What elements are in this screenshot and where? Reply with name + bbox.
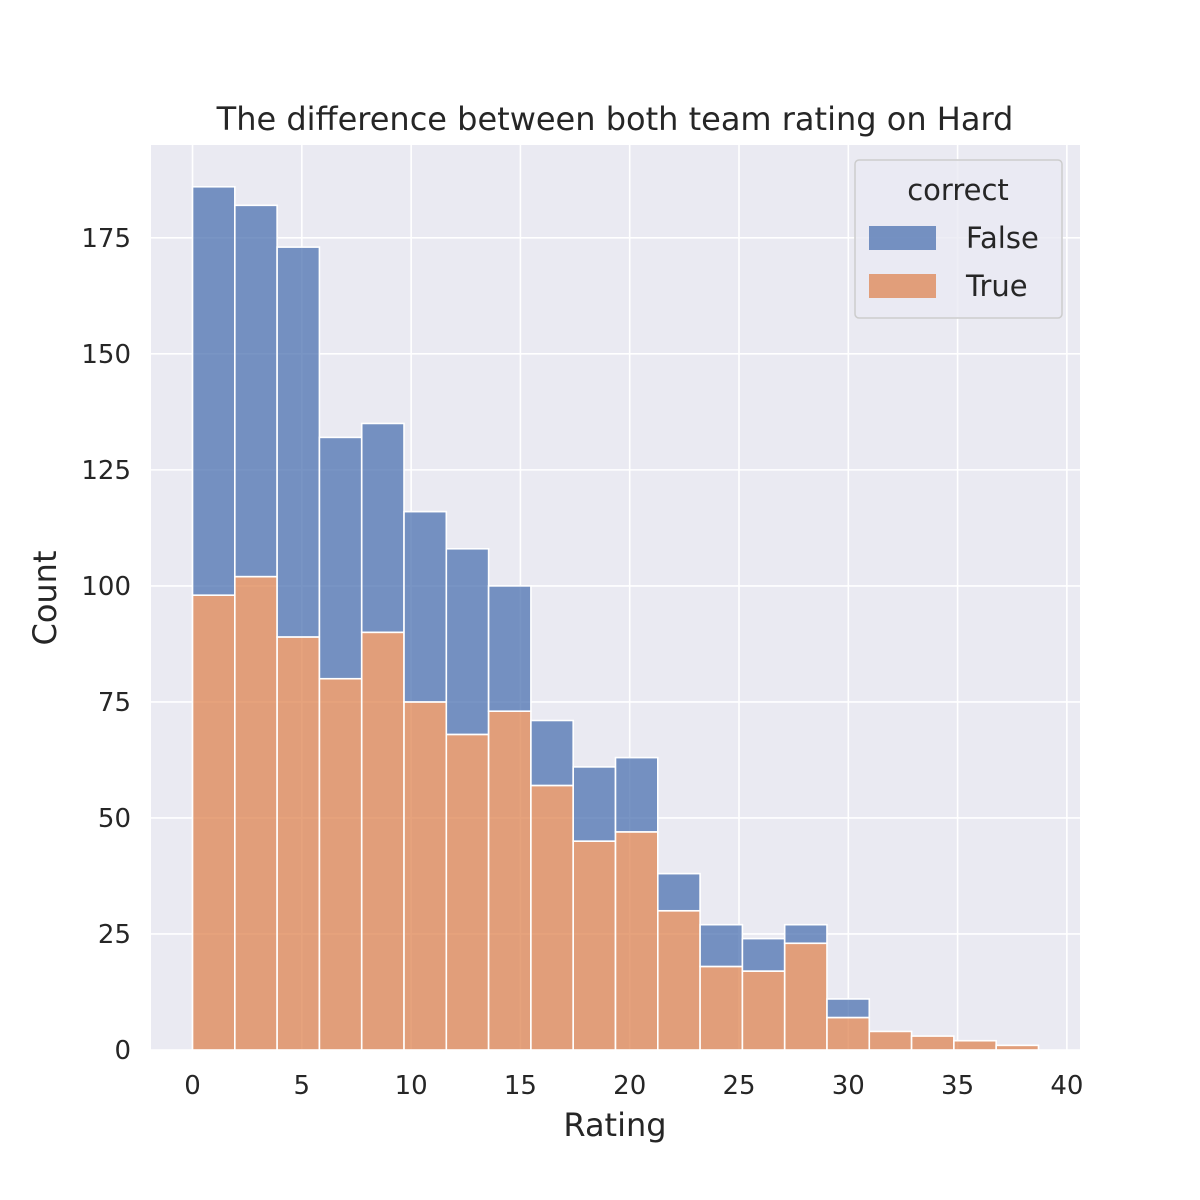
bar-true (741, 970, 786, 1051)
legend-title: correct (907, 173, 1009, 207)
bar-true (276, 636, 321, 1051)
x-tick-label: 5 (294, 1071, 311, 1101)
bar-true (910, 1035, 955, 1051)
bar-true (783, 942, 828, 1051)
y-tick-label: 50 (98, 804, 131, 834)
x-tick-label: 20 (613, 1071, 646, 1101)
y-tick-label: 25 (98, 920, 131, 950)
bar-false (530, 719, 575, 787)
bar-false (741, 937, 786, 972)
bar-true (318, 677, 363, 1051)
bar-false (318, 436, 363, 680)
bar-true (826, 1016, 871, 1051)
x-tick-label: 40 (1050, 1071, 1083, 1101)
legend-swatch-false (869, 226, 936, 250)
y-axis-label: Count (26, 550, 64, 645)
bar-false (445, 547, 490, 736)
legend: correct False True (854, 159, 1063, 319)
x-tick-label: 10 (395, 1071, 428, 1101)
bar-false (234, 204, 278, 578)
x-tick-label: 0 (184, 1071, 201, 1101)
bar-true (699, 965, 744, 1051)
bar-false (656, 872, 701, 912)
bar-true (614, 831, 659, 1051)
y-tick-label: 75 (98, 688, 131, 718)
bar-true (530, 784, 575, 1051)
x-tick-label: 15 (504, 1071, 537, 1101)
bar-false (783, 923, 828, 945)
bars (191, 185, 1040, 1051)
bar-true (572, 840, 617, 1051)
bar-true (953, 1039, 997, 1051)
y-tick-label: 125 (81, 456, 131, 486)
x-tick-labels: 0 5 10 15 20 25 30 35 40 (184, 1071, 1083, 1101)
bar-false (191, 185, 236, 596)
legend-label-true: True (965, 269, 1028, 303)
y-tick-label: 150 (81, 340, 131, 370)
y-tick-labels: 0 25 50 75 100 125 150 175 (81, 224, 131, 1066)
x-axis-label: Rating (563, 1106, 666, 1144)
bar-true (445, 733, 490, 1051)
bar-false (403, 510, 448, 703)
legend-swatch-true (869, 274, 936, 298)
bar-true (403, 701, 448, 1051)
x-tick-label: 25 (722, 1071, 755, 1101)
bar-false (826, 998, 871, 1019)
bar-true (995, 1044, 1040, 1051)
bar-false (614, 756, 659, 833)
bar-false (487, 585, 532, 713)
bar-true (487, 710, 532, 1051)
bar-true (868, 1030, 913, 1051)
legend-label-false: False (966, 221, 1039, 255)
x-tick-label: 30 (832, 1071, 865, 1101)
bar-false (276, 246, 321, 638)
bar-true (656, 909, 701, 1051)
bar-false (360, 422, 405, 634)
bar-true (191, 594, 236, 1051)
y-tick-label: 175 (81, 224, 131, 254)
x-tick-label: 35 (941, 1071, 974, 1101)
bar-false (572, 766, 617, 842)
y-tick-label: 0 (114, 1036, 131, 1066)
y-tick-label: 100 (81, 572, 131, 602)
bar-true (360, 631, 405, 1051)
bar-false (699, 923, 744, 968)
bar-true (234, 575, 278, 1051)
chart-title: The difference between both team rating … (216, 100, 1014, 138)
